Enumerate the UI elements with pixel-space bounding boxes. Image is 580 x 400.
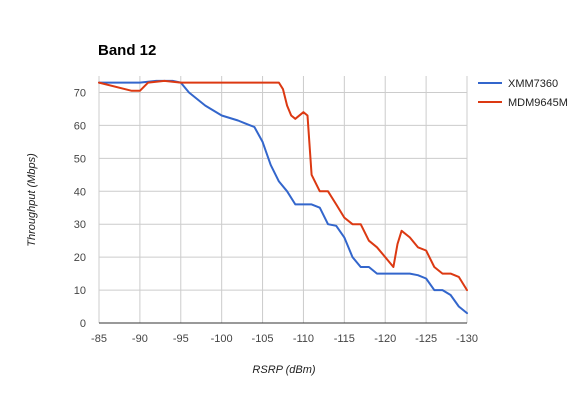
x-tick-label: -115: [334, 333, 355, 345]
legend: XMM7360 MDM9645M: [478, 78, 568, 109]
y-tick-label: 70: [74, 87, 86, 99]
x-tick-label: -120: [374, 333, 396, 345]
x-tick-label: -90: [132, 333, 148, 345]
x-tick-label: -85: [91, 333, 107, 345]
series-line-mdm9645m: [98, 79, 468, 292]
legend-label: MDM9645M: [508, 97, 568, 109]
y-axis-ticks: 0 10 20 30 40 50 60 70: [74, 87, 86, 330]
x-tick-label: -125: [415, 333, 437, 345]
y-tick-label: 20: [74, 252, 86, 264]
series-lines: [98, 79, 468, 315]
y-tick-label: 30: [74, 219, 86, 231]
x-tick-label: -130: [456, 333, 478, 345]
grid-lines: [98, 76, 468, 324]
x-axis-title: RSRP (dBm): [252, 364, 315, 376]
x-tick-label: -95: [173, 333, 189, 345]
y-tick-label: 60: [74, 120, 86, 132]
chart-title: Band 12: [98, 42, 156, 59]
series-line-xmm7360: [98, 79, 468, 315]
legend-label: XMM7360: [508, 78, 558, 90]
x-tick-label: -105: [252, 333, 274, 345]
y-tick-label: 40: [74, 186, 86, 198]
x-tick-label: -100: [211, 333, 233, 345]
x-axis-ticks: -85 -90 -95 -100 -105 -110 -115 -120 -125 -130: [91, 333, 478, 345]
y-axis-title: Throughput (Mbps): [26, 153, 38, 247]
y-tick-label: 0: [80, 318, 86, 330]
x-tick-label: -110: [293, 333, 314, 345]
y-tick-label: 10: [74, 285, 86, 297]
y-tick-label: 50: [74, 153, 86, 165]
